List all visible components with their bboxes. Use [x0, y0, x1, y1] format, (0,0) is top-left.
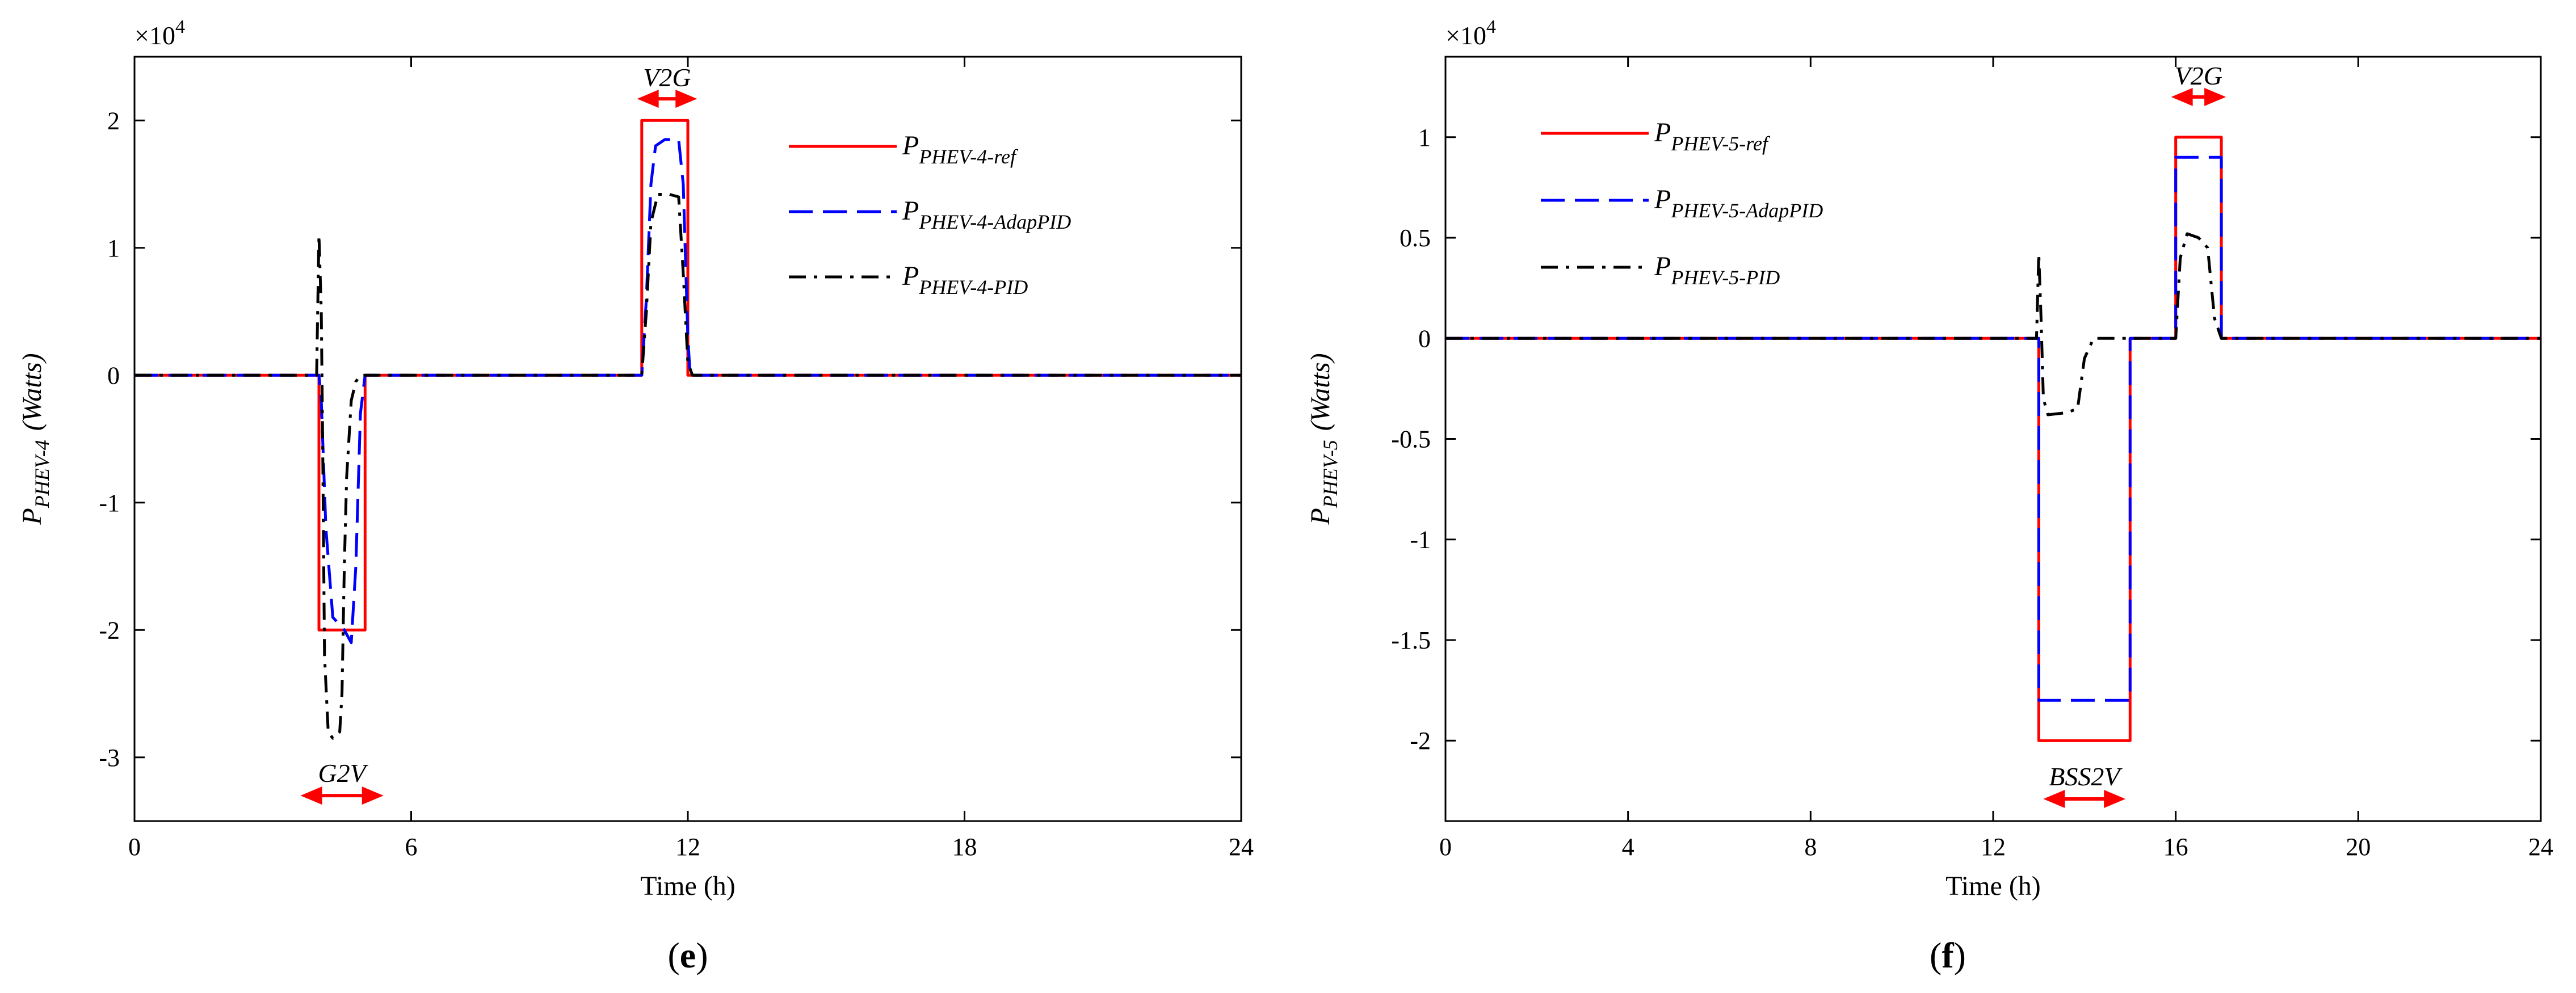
annotation-arrowhead-right [675, 90, 697, 108]
series-line-adap [1445, 155, 2541, 702]
chart-f-y-axis-title: PPHEV-5(Watts) [1305, 353, 1342, 525]
series-line-pid [135, 193, 1241, 740]
chart-f-axes-frame [1444, 56, 2542, 822]
legend-label: PPHEV-4-ref [902, 131, 1019, 168]
legend-item-adap: PPHEV-5-AdapPID [1541, 184, 1823, 222]
x-tick-label: 12 [675, 833, 700, 861]
chart-f-legend: PPHEV-5-ref PPHEV-5-AdapPID PPHEV-5-PID [1541, 117, 1823, 289]
chart-e-y-multiplier: ×104 [135, 16, 185, 50]
x-tick-label: 6 [405, 833, 418, 861]
annotation-arrowhead-left [637, 90, 659, 108]
annotation-label: V2G [2175, 61, 2222, 90]
chart-e-series [135, 119, 1241, 740]
annotation-arrowhead-left [2171, 87, 2193, 106]
chart-e-panel-label: (e) [667, 935, 708, 975]
annotation-label: V2G [643, 63, 691, 92]
legend-item-pid: PPHEV-4-PID [789, 261, 1028, 298]
chart-f-plot-area: 0 4 8 12 16 20 24 -2 -1.5 -1 -0.5 0 0.5 1 V2G BSS2V PP… [1391, 56, 2553, 861]
chart-f-panel-label: (f) [1930, 935, 1966, 975]
annotation-v2g: V2G [2171, 61, 2226, 106]
chart-f-annotations: V2G BSS2V [2043, 61, 2226, 809]
y-tick-label: -0.5 [1391, 426, 1431, 453]
x-tick-label: 0 [1439, 833, 1452, 861]
y-tick-label: -1.5 [1391, 626, 1431, 654]
series-line-pid [1445, 232, 2541, 416]
annotation-g2v: G2V [300, 759, 384, 805]
y-tick-label: 0 [107, 361, 120, 389]
x-tick-label: 8 [1804, 833, 1817, 861]
chart-f-ticks: 0 4 8 12 16 20 24 -2 -1.5 -1 -0.5 0 0.5 1 [1391, 57, 2553, 861]
legend-label: PPHEV-5-PID [1654, 251, 1780, 289]
annotation-label: G2V [318, 759, 368, 788]
y-tick-label: -2 [99, 616, 120, 644]
x-tick-label: 16 [2163, 833, 2188, 861]
annotation-v2g: V2G [637, 63, 697, 108]
chart-e-y-axis-title: PPHEV-4(Watts) [17, 353, 53, 525]
annotation-arrowhead-left [2043, 790, 2065, 809]
x-tick-label: 18 [952, 833, 977, 861]
annotation-arrowhead-left [300, 786, 322, 805]
chart-f-series [1445, 136, 2541, 742]
legend-label: PPHEV-4-PID [902, 261, 1028, 298]
annotation-bss2v: BSS2V [2043, 762, 2126, 809]
x-tick-label: 24 [2528, 833, 2553, 861]
y-tick-label: 1 [107, 234, 120, 262]
chart-e-x-axis-title: Time (h) [640, 871, 736, 901]
legend-label: PPHEV-5-ref [1654, 117, 1771, 155]
annotation-label: BSS2V [2049, 762, 2123, 791]
y-tick-label: 0 [1418, 325, 1431, 352]
x-tick-label: 4 [1622, 833, 1634, 861]
y-tick-label: -1 [1410, 526, 1431, 554]
legend-item-ref: PPHEV-5-ref [1541, 117, 1771, 155]
x-tick-label: 0 [128, 833, 141, 861]
legend-item-adap: PPHEV-4-AdapPID [789, 196, 1071, 233]
y-tick-label: -3 [99, 744, 120, 772]
chart-f-x-axis-title: Time (h) [1945, 871, 2041, 901]
chart-f: 0 4 8 12 16 20 24 -2 -1.5 -1 -0.5 0 0.5 1 V2G BSS2V PP… [1305, 16, 2553, 975]
y-tick-label: 1 [1418, 124, 1431, 152]
x-tick-label: 24 [1229, 833, 1254, 861]
y-tick-label: -1 [99, 489, 120, 517]
y-tick-label: 2 [107, 107, 120, 134]
chart-e-annotations: V2G G2V [300, 63, 697, 805]
x-tick-label: 12 [1981, 833, 2006, 861]
series-line-ref [1445, 136, 2541, 742]
legend-label: PPHEV-5-AdapPID [1654, 184, 1823, 222]
y-tick-label: -2 [1410, 727, 1431, 755]
legend-item-ref: PPHEV-4-ref [789, 131, 1019, 168]
y-tick-label: 0.5 [1400, 224, 1431, 252]
series-line-adap [135, 138, 1241, 645]
legend-item-pid: PPHEV-5-PID [1541, 251, 1780, 289]
chart-f-y-multiplier: ×104 [1445, 16, 1496, 50]
annotation-arrowhead-right [2204, 87, 2226, 106]
x-tick-label: 20 [2346, 833, 2371, 861]
chart-e-legend: PPHEV-4-ref PPHEV-4-AdapPID PPHEV-4-PID [789, 131, 1071, 298]
legend-label: PPHEV-4-AdapPID [902, 196, 1071, 233]
annotation-arrowhead-right [362, 786, 384, 805]
annotation-arrowhead-right [2104, 790, 2126, 809]
